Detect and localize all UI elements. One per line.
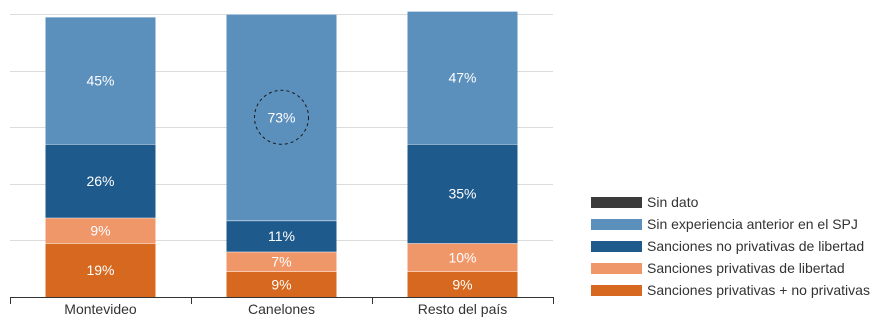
bar-segment [45, 16, 156, 145]
data-label: 10% [448, 249, 476, 265]
data-label: 19% [86, 262, 114, 278]
bar-stacks: 19% 9% 26% 45% 9% 7% 11% 73% 9% 10% 35% 47% [45, 10, 518, 297]
data-label: 11% [268, 228, 295, 244]
legend-label: Sanciones privativas + no privativas [647, 282, 870, 298]
legend-item: Sanciones privativas de libertad [591, 257, 895, 279]
legend-swatch [591, 196, 642, 208]
bar-segment [407, 11, 518, 145]
bar-segment [226, 220, 337, 252]
bar-segment [45, 144, 156, 218]
legend-item: Sanciones privativas + no privativas [591, 279, 895, 301]
data-label: 7% [271, 254, 291, 270]
x-axis: Montevideo Canelones Resto del país [10, 297, 554, 317]
bar-segment [45, 243, 156, 297]
data-label: 47% [448, 70, 476, 86]
legend-swatch [591, 262, 642, 274]
data-label: 9% [271, 276, 291, 292]
bar-segment [45, 217, 156, 244]
legend-swatch [591, 240, 642, 252]
legend-swatch [591, 218, 642, 230]
legend: Sin dato Sin experiencia anterior en el S… [591, 191, 895, 301]
bar-segment [407, 243, 518, 272]
bar-segment [226, 14, 337, 221]
bar-segment [226, 271, 337, 297]
legend-label: Sanciones privativas de libertad [647, 260, 845, 276]
data-label: 9% [452, 276, 472, 292]
category-label: Canelones [248, 301, 315, 317]
bar-segment [407, 144, 518, 244]
legend-label: Sin dato [647, 194, 699, 210]
legend-label: Sanciones no privativas de libertad [647, 238, 865, 254]
bar-segment [407, 271, 518, 297]
legend-swatch [591, 284, 642, 296]
data-label: 26% [86, 173, 114, 189]
legend-item: Sanciones no privativas de libertad [591, 235, 895, 257]
legend-label: Sin experiencia anterior en el SPJ [647, 216, 858, 232]
data-label: 9% [90, 222, 110, 238]
data-label: 45% [86, 73, 114, 89]
legend-item: Sin experiencia anterior en el SPJ [591, 213, 895, 235]
category-label: Montevideo [64, 301, 137, 317]
category-label: Resto del país [418, 301, 508, 317]
bar-segment [226, 251, 337, 272]
data-label: 35% [448, 186, 476, 202]
legend-item: Sin dato [591, 191, 895, 213]
data-label: 73% [267, 109, 295, 125]
highlight-circle [254, 89, 309, 145]
